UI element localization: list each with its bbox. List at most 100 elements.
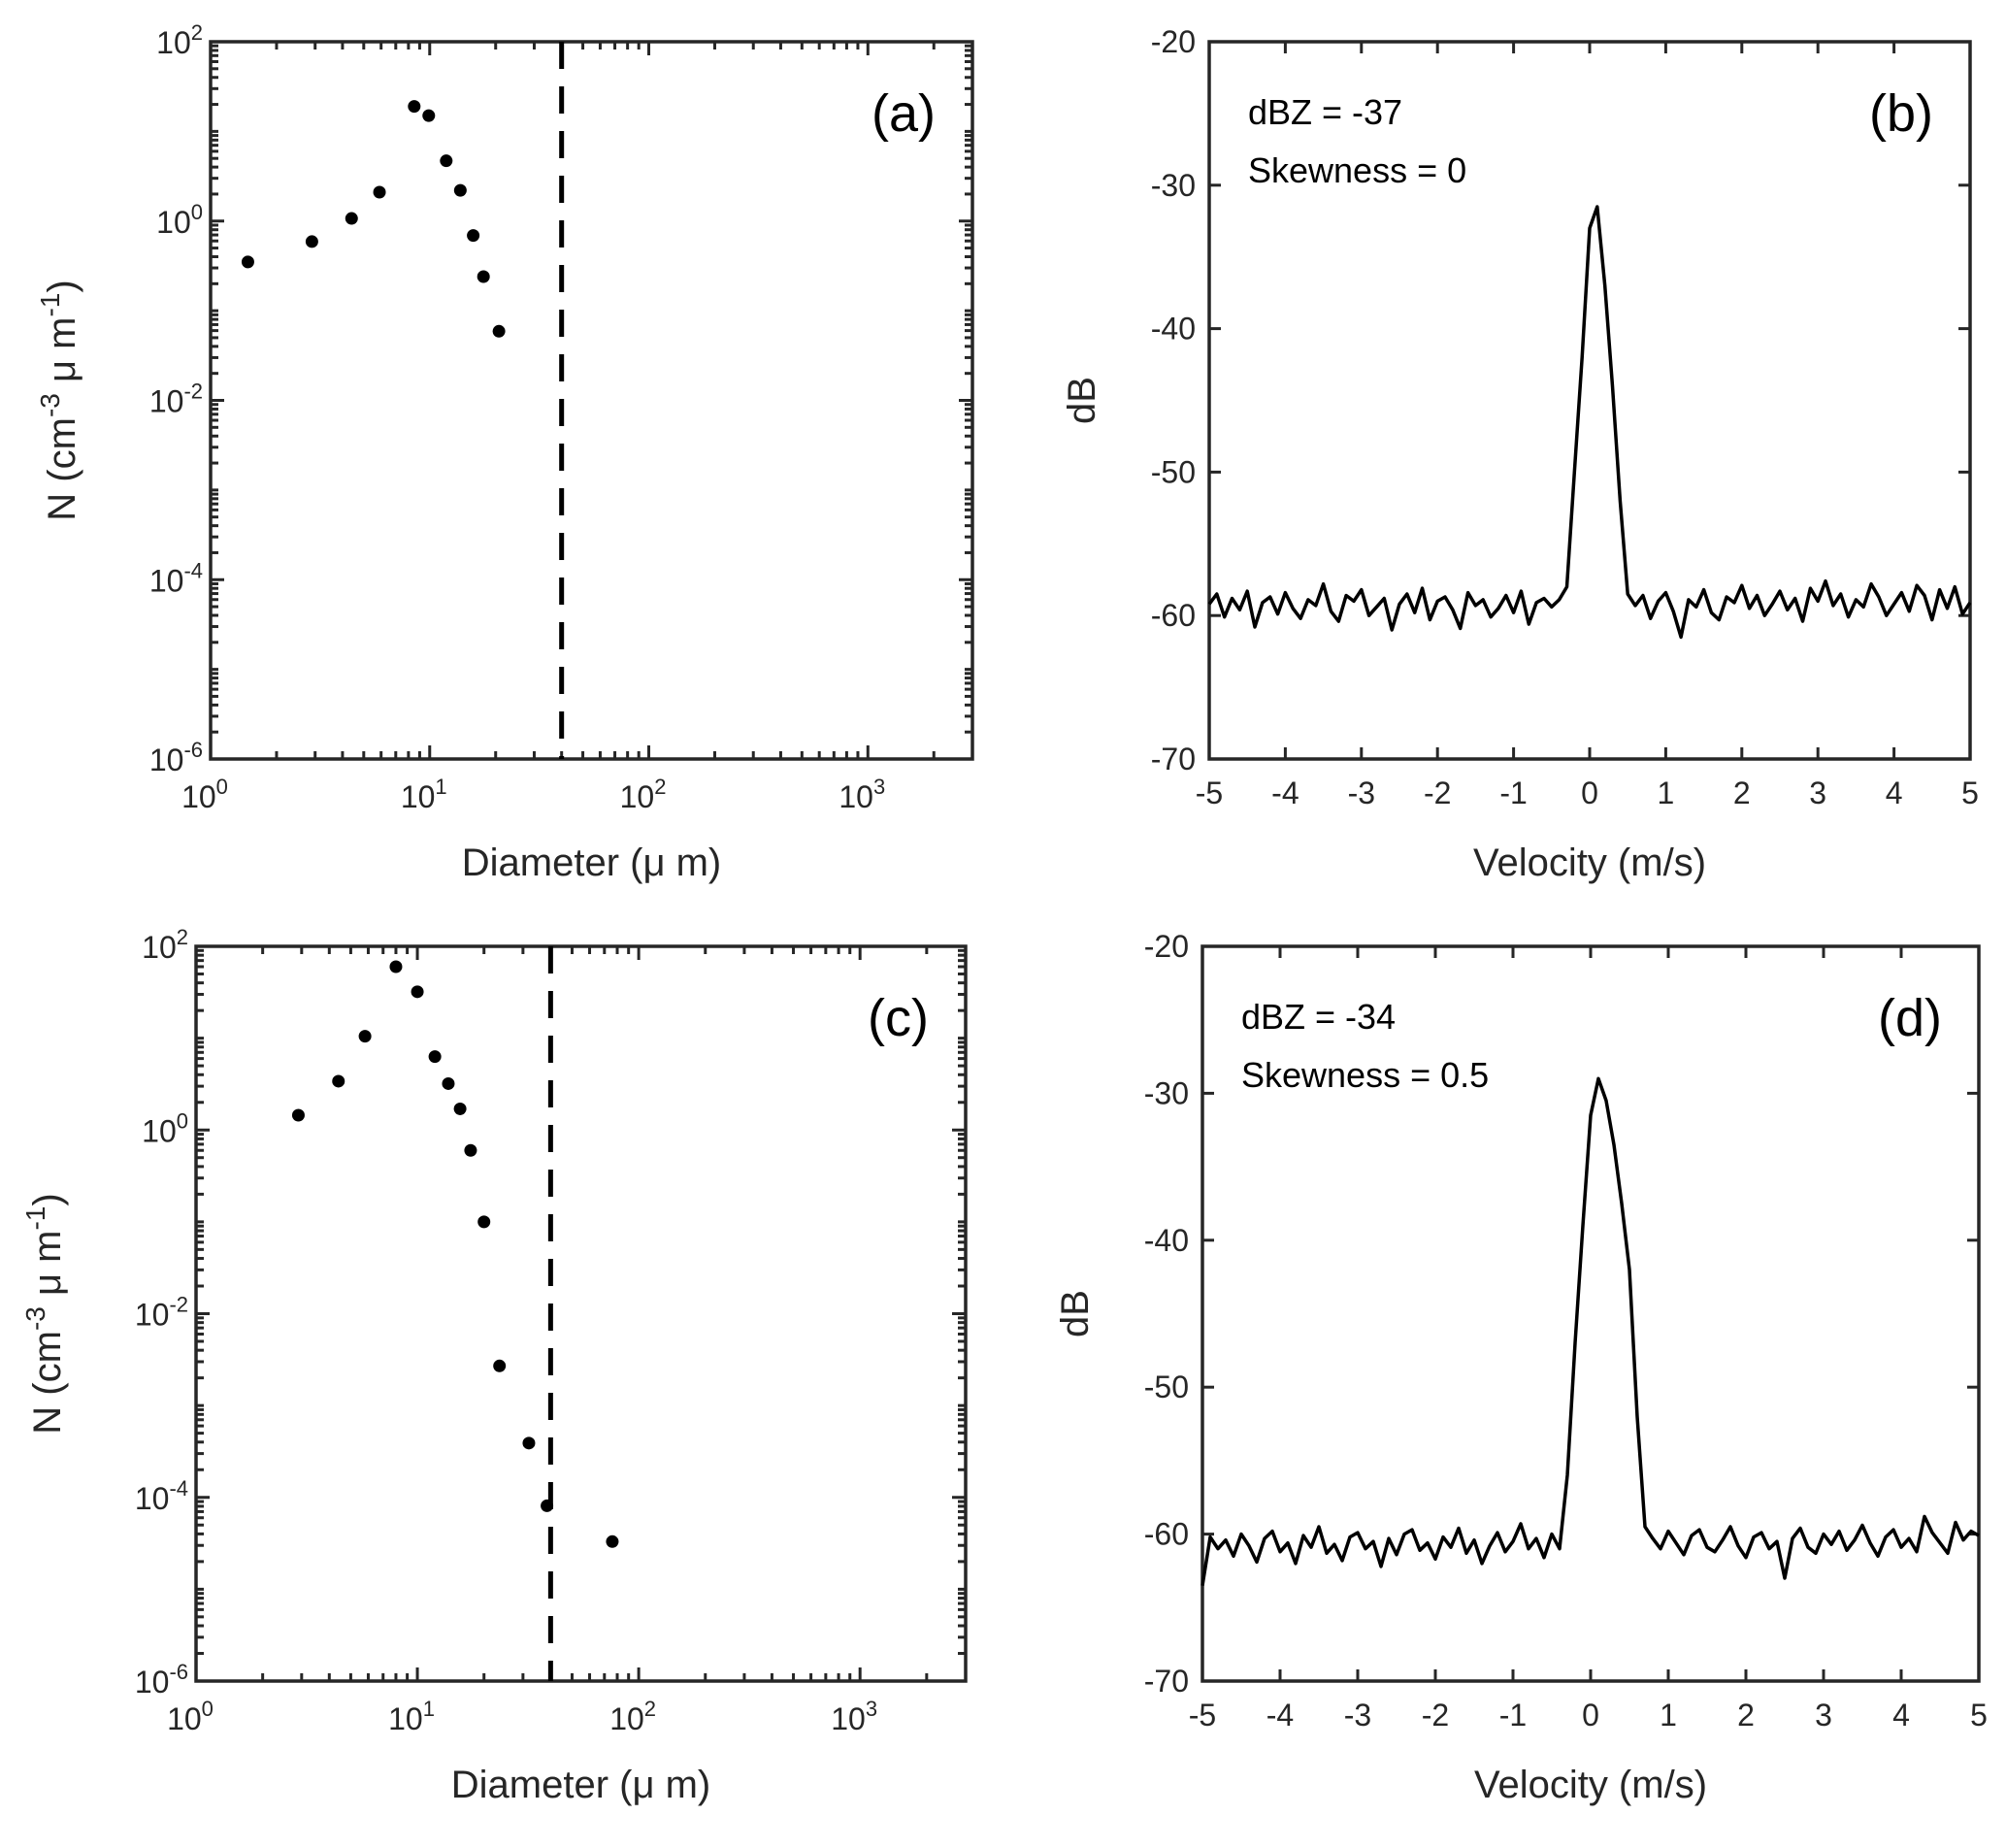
panel-label: (a) [871,84,936,143]
tick-exponent: -6 [183,738,203,762]
x-tick-label: 100 [167,1697,214,1736]
y-tick-label: 100 [156,200,203,240]
tick-base: 10 [149,384,184,419]
x-axis-label: Velocity (m/s) [1474,1764,1707,1806]
data-point [411,985,424,999]
tick-base: 10 [149,742,184,777]
y-tick-label: 10-6 [149,738,203,777]
y-axis-label: N (cm-3 μ m-1) [20,1193,69,1434]
data-point [453,183,467,197]
tick-exponent: -2 [183,380,203,404]
tick-base: 10 [620,779,655,814]
panel-c: 100 101 102 10310-610-410-2100102(c)Diamete… [20,925,968,1806]
x-tick-label: 4 [1892,1698,1910,1732]
data-point [389,960,403,974]
x-tick-label: -1 [1499,776,1527,810]
data-point [442,1076,455,1090]
x-axis-label: Diameter (μ m) [451,1764,711,1806]
x-tick-label: 102 [620,775,667,814]
data-point [440,154,453,168]
tick-exponent: 3 [873,775,885,799]
annotation-text: Skewness = 0.5 [1241,1055,1489,1095]
x-tick-label: 3 [1815,1698,1832,1732]
data-point [477,1215,491,1229]
x-tick-label: -3 [1344,1698,1371,1732]
axes-box [194,944,968,1683]
data-point [606,1534,619,1548]
tick-exponent: 0 [216,775,228,799]
x-tick-label: -2 [1424,776,1451,810]
x-tick-label: -5 [1189,1698,1216,1732]
tick-base: 10 [388,1701,423,1736]
x-tick-label: 4 [1886,776,1903,810]
tick-base: 10 [135,1665,170,1700]
tick-exponent: 3 [866,1697,877,1721]
y-axis-label: N (cm-3 μ m-1) [35,280,83,520]
y-tick-label: 10-2 [149,380,203,419]
x-tick-label: 1 [1658,776,1675,810]
tick-base: 10 [156,205,191,240]
x-tick-label: 3 [1809,776,1826,810]
x-tick-label: 5 [1961,776,1979,810]
tick-base: 10 [135,1298,170,1333]
data-point [345,212,358,225]
label-part: ) [41,280,83,292]
panel-b: -5 -4 -3 -2 -1 0 1 2 3 4 5 -70 -60 -50 -40 -30 -20 dBZ = … [1061,24,1979,884]
tick-exponent: 2 [191,20,203,45]
data-point [493,1359,507,1372]
axes-box [1207,40,1972,761]
y-tick-label: -30 [1144,1075,1189,1110]
label-part: ) [26,1193,69,1205]
y-tick-label: -40 [1144,1223,1189,1258]
tick-exponent: 2 [654,775,666,799]
data-point [428,1050,442,1064]
tick-exponent: -4 [169,1476,188,1501]
panel-d: -5 -4 -3 -2 -1 0 1 2 3 4 5 -70 -60 -50 -40 -30 -20 dBZ = … [1054,929,1988,1806]
x-tick-label: -4 [1266,1698,1294,1732]
tick-exponent: 0 [202,1697,214,1721]
data-point [467,229,480,243]
panel-label: (b) [1869,84,1933,143]
annotation-text: dBZ = -34 [1241,997,1396,1037]
x-tick-label: 102 [609,1697,656,1736]
tick-base: 10 [401,779,436,814]
x-tick-label: 103 [839,775,885,814]
tick-exponent: -4 [183,558,203,582]
axes-box [209,40,974,761]
panel-a: 100 101 102 10310-610-410-2100102(a)Diamete… [35,20,974,884]
x-tick-label: -1 [1499,1698,1527,1732]
y-tick-label: -20 [1144,929,1189,964]
y-tick-label: -40 [1151,312,1196,346]
data-point [305,235,318,248]
y-axis-label: dB [1061,377,1103,424]
y-tick-label: -70 [1144,1664,1189,1699]
tick-base: 10 [181,779,216,814]
spectrum-line [1207,205,1972,640]
tick-exponent: 2 [177,925,188,949]
data-point [477,270,490,283]
x-tick-label: -3 [1348,776,1375,810]
y-tick-label: -50 [1151,454,1196,489]
tick-base: 10 [167,1701,202,1736]
panel-label: (c) [868,989,929,1047]
tick-exponent: -6 [169,1660,188,1684]
label-part: μ m [26,1231,69,1307]
y-tick-label: -50 [1144,1370,1189,1404]
tick-exponent: 0 [191,200,203,224]
x-tick-label: -4 [1271,776,1299,810]
label-part: N (cm [41,417,83,521]
label-superscript: -1 [35,293,65,317]
y-tick-label: -20 [1151,24,1196,59]
y-tick-label: 10-4 [149,558,203,598]
x-tick-label: 103 [831,1697,877,1736]
y-tick-label: 102 [156,20,203,60]
data-point [464,1143,477,1157]
y-tick-label: 102 [142,925,188,965]
label-superscript: -1 [20,1206,50,1231]
tick-exponent: 2 [644,1697,656,1721]
x-tick-label: 5 [1970,1698,1988,1732]
tick-base: 10 [156,25,191,60]
tick-base: 10 [142,1113,177,1148]
x-tick-label: 0 [1582,1698,1599,1732]
